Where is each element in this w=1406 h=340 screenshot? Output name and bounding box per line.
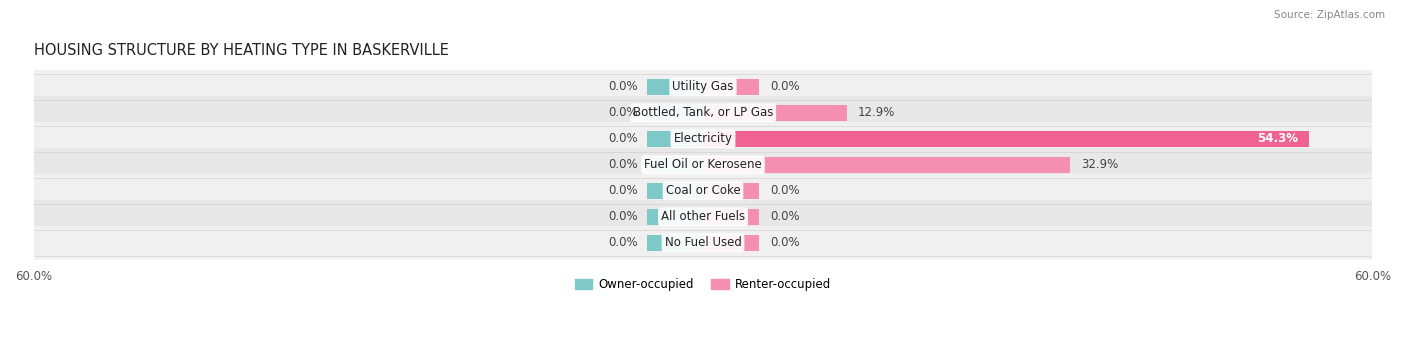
FancyBboxPatch shape: [27, 148, 1379, 182]
FancyBboxPatch shape: [27, 226, 1379, 260]
Bar: [647, 105, 703, 121]
Bar: [703, 235, 759, 251]
Bar: [703, 105, 846, 121]
Legend: Owner-occupied, Renter-occupied: Owner-occupied, Renter-occupied: [569, 273, 837, 295]
Bar: [647, 79, 703, 95]
Text: All other Fuels: All other Fuels: [661, 210, 745, 223]
Text: 0.0%: 0.0%: [770, 184, 800, 197]
FancyBboxPatch shape: [27, 70, 1379, 104]
Text: 12.9%: 12.9%: [858, 106, 896, 119]
Text: No Fuel Used: No Fuel Used: [665, 236, 741, 249]
Text: 32.9%: 32.9%: [1081, 158, 1119, 171]
Text: 0.0%: 0.0%: [609, 184, 638, 197]
Text: Electricity: Electricity: [673, 132, 733, 145]
Bar: [703, 209, 759, 225]
Text: 54.3%: 54.3%: [1257, 132, 1298, 145]
Text: Coal or Coke: Coal or Coke: [665, 184, 741, 197]
Text: Source: ZipAtlas.com: Source: ZipAtlas.com: [1274, 10, 1385, 20]
Bar: [647, 235, 703, 251]
Text: 0.0%: 0.0%: [609, 106, 638, 119]
Text: 0.0%: 0.0%: [609, 80, 638, 94]
Bar: [703, 157, 1070, 173]
Text: 0.0%: 0.0%: [770, 236, 800, 249]
FancyBboxPatch shape: [27, 200, 1379, 234]
Text: 0.0%: 0.0%: [770, 210, 800, 223]
FancyBboxPatch shape: [27, 174, 1379, 208]
FancyBboxPatch shape: [27, 122, 1379, 156]
Text: Utility Gas: Utility Gas: [672, 80, 734, 94]
Bar: [647, 157, 703, 173]
Text: Bottled, Tank, or LP Gas: Bottled, Tank, or LP Gas: [633, 106, 773, 119]
Text: 0.0%: 0.0%: [770, 80, 800, 94]
Text: 0.0%: 0.0%: [609, 158, 638, 171]
Bar: [703, 183, 759, 199]
FancyBboxPatch shape: [27, 96, 1379, 130]
Bar: [703, 131, 1309, 147]
Text: 0.0%: 0.0%: [609, 236, 638, 249]
Text: 0.0%: 0.0%: [609, 132, 638, 145]
Text: Fuel Oil or Kerosene: Fuel Oil or Kerosene: [644, 158, 762, 171]
Text: HOUSING STRUCTURE BY HEATING TYPE IN BASKERVILLE: HOUSING STRUCTURE BY HEATING TYPE IN BAS…: [34, 43, 449, 58]
Text: 0.0%: 0.0%: [609, 210, 638, 223]
Bar: [703, 79, 759, 95]
Bar: [647, 183, 703, 199]
Bar: [647, 131, 703, 147]
Bar: [647, 209, 703, 225]
